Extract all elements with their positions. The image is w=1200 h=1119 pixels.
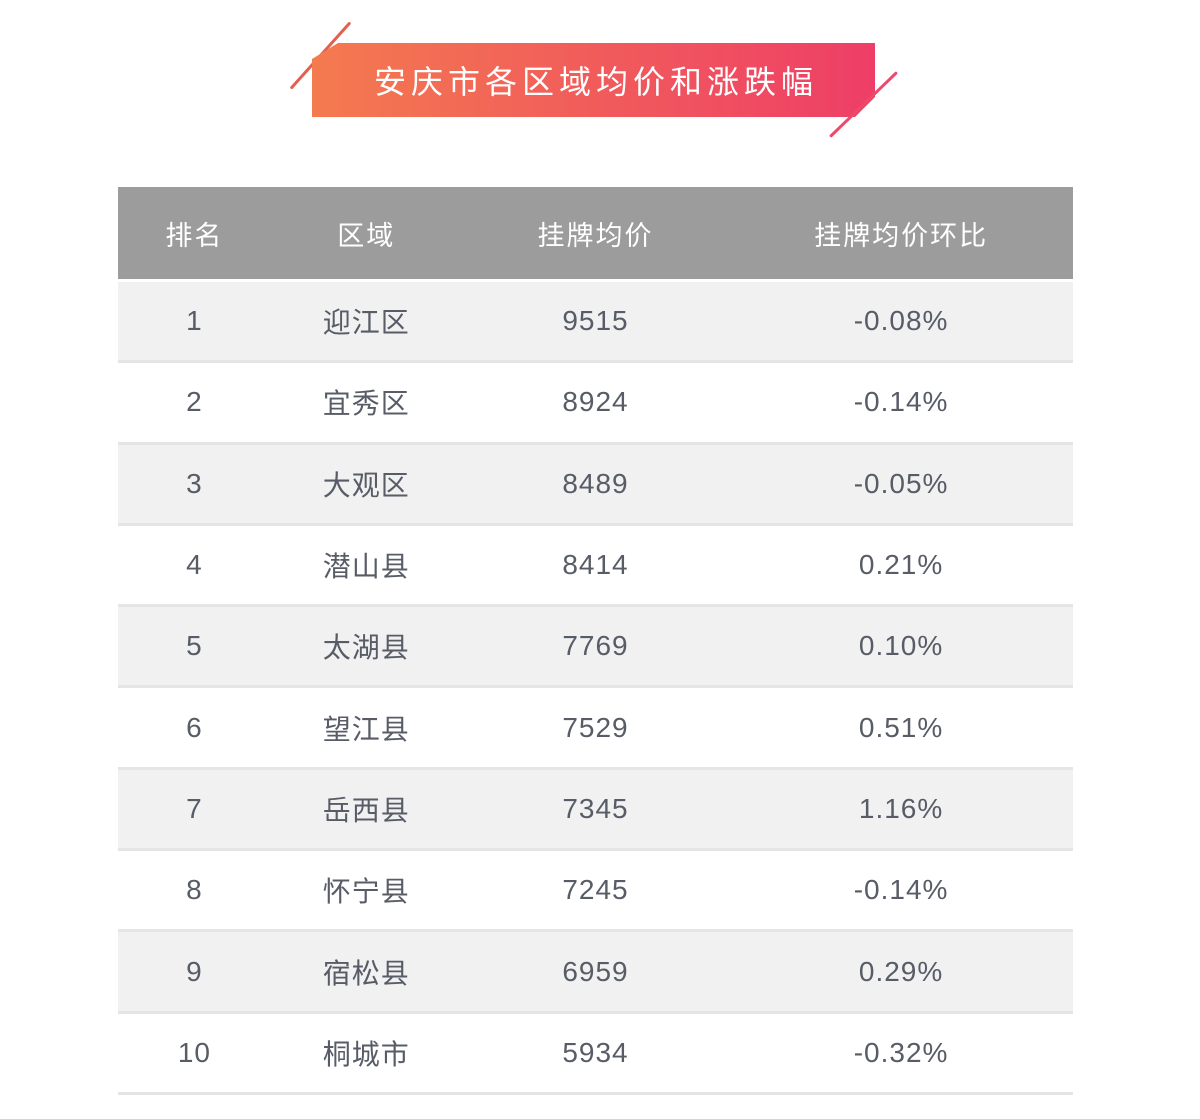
header-change: 挂牌均价环比 <box>814 220 989 251</box>
cell-price: 7345 <box>562 792 629 824</box>
cell-rank: 1 <box>186 305 203 337</box>
cell-change: -0.14% <box>853 386 949 418</box>
cell-region: 潜山县 <box>322 551 410 583</box>
cell-rank: 3 <box>186 467 203 499</box>
cell-region: 宿松县 <box>322 957 410 989</box>
table-row: 10 桐城市 5934 -0.32% <box>118 1013 1073 1095</box>
table-row: 7 岳西县 7345 1.16% <box>118 769 1073 852</box>
cell-change: -0.08% <box>853 305 949 337</box>
cell-rank: 4 <box>186 549 203 581</box>
header-region: 区域 <box>337 220 396 251</box>
table-row: 1 迎江区 9515 -0.08% <box>118 282 1073 364</box>
cell-change: 0.51% <box>858 711 944 743</box>
cell-region: 怀宁县 <box>322 876 410 908</box>
table-row: 6 望江县 7529 0.51% <box>118 688 1073 770</box>
price-table: 排名 区域 挂牌均价 挂牌均价环比 1 迎江区 9515 -0.08% 2 宜秀区 8924… <box>118 187 1073 1095</box>
table-row: 2 宜秀区 8924 -0.14% <box>118 363 1073 445</box>
table-row: 8 怀宁县 7245 -0.14% <box>118 851 1073 933</box>
cell-price: 8414 <box>562 549 629 581</box>
table-row: 3 大观区 8489 -0.05% <box>118 444 1073 526</box>
header-rank: 排名 <box>165 220 224 251</box>
cell-region: 大观区 <box>322 469 410 501</box>
cell-price: 8924 <box>562 386 629 418</box>
cell-rank: 6 <box>186 711 203 743</box>
cell-change: -0.14% <box>853 874 949 906</box>
cell-region: 桐城市 <box>322 1038 410 1070</box>
title-banner: 安庆市各区域均价和涨跌幅 <box>312 43 875 117</box>
cell-region: 宜秀区 <box>322 388 410 420</box>
cell-change: 0.29% <box>858 955 944 987</box>
cell-rank: 9 <box>186 955 203 987</box>
cell-rank: 7 <box>186 792 203 824</box>
cell-region: 太湖县 <box>322 632 410 664</box>
cell-change: -0.05% <box>853 467 949 499</box>
cell-price: 6959 <box>562 955 629 987</box>
cell-rank: 5 <box>186 630 203 662</box>
cell-price: 7529 <box>562 711 629 743</box>
cell-region: 迎江区 <box>322 307 410 339</box>
cell-price: 7245 <box>562 874 629 906</box>
table-row: 4 潜山县 8414 0.21% <box>118 525 1073 608</box>
table-body: 1 迎江区 9515 -0.08% 2 宜秀区 8924 -0.14% 3 大观区 8489 -0.0… <box>118 282 1073 1095</box>
cell-rank: 2 <box>186 386 203 418</box>
header-price: 挂牌均价 <box>537 220 654 251</box>
cell-change: -0.32% <box>853 1036 949 1068</box>
table-row: 9 宿松县 6959 0.29% <box>118 932 1073 1014</box>
cell-price: 9515 <box>562 305 629 337</box>
table-header-row: 排名 区域 挂牌均价 挂牌均价环比 <box>118 187 1073 279</box>
cell-region: 岳西县 <box>322 794 410 826</box>
cell-change: 1.16% <box>858 792 944 824</box>
cell-change: 0.10% <box>858 630 944 662</box>
cell-price: 7769 <box>562 630 629 662</box>
cell-change: 0.21% <box>858 549 944 581</box>
cell-rank: 8 <box>186 874 203 906</box>
cell-price: 5934 <box>562 1036 629 1068</box>
table-row: 5 太湖县 7769 0.10% <box>118 607 1073 689</box>
cell-price: 8489 <box>562 467 629 499</box>
page-title: 安庆市各区域均价和涨跌幅 <box>373 64 818 100</box>
cell-rank: 10 <box>177 1036 211 1068</box>
cell-region: 望江县 <box>322 713 410 745</box>
